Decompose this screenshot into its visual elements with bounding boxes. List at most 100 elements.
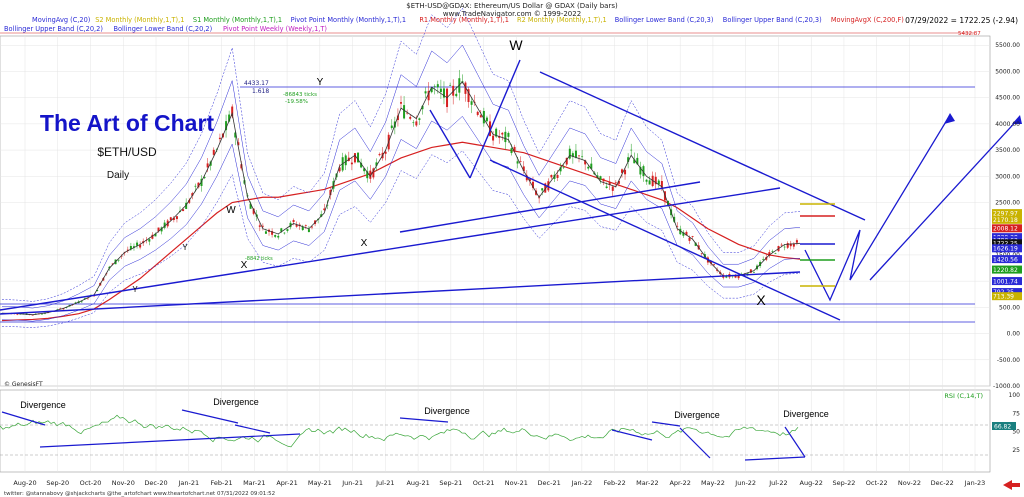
fib-value: 4433.17 [244,80,269,87]
candle-body [691,236,694,237]
legend-item: R1 Monthly (Monthly,1,T),1 [419,16,509,24]
candle-body [792,243,795,247]
candle-body [378,154,381,156]
candle-body [780,244,783,246]
vertical-grid [24,36,976,472]
candle-body [424,91,427,94]
rsi-line [0,414,799,448]
pct-note: -19.58% [285,99,308,105]
candle-body [326,204,329,206]
rsi-panel [0,389,991,473]
candle-body [574,150,577,158]
genesis-credit: © GenesisFT [4,381,43,388]
candle-body [203,177,206,179]
rsi-tick: 50 [1012,429,1020,436]
rsi-tick: 100 [1009,392,1021,399]
legend-item: Bollinger Upper Band (C,20,2) [4,25,103,33]
candle-body [694,242,697,246]
candle-body [482,110,485,124]
candle-body [568,148,571,159]
fib-ratio: 1.618 [252,88,269,95]
arrow-head-2 [1012,115,1022,124]
candle-body [464,82,467,94]
candle-body [633,159,636,164]
footer-credits: twitter: @stannabovy @shjackcharts @the_… [4,491,275,497]
candle-body [492,135,495,141]
candle-body [436,84,439,88]
divergence-label-3: Divergence [424,406,470,416]
candle-body [301,226,304,230]
y-tick-label: 4000.00 [995,121,1020,128]
candle-body [544,183,547,193]
candle-body [485,117,488,122]
scroll-left-arrow[interactable] [1003,480,1020,490]
x-tick-label: Jan-22 [571,479,593,487]
candle-body [660,181,663,188]
candle-body [182,209,185,212]
indicator-legend: MovingAvg (C,20) S2 Monthly (Monthly,1,T)… [4,16,904,33]
x-tick-label: Nov-22 [898,479,921,487]
candle-body [406,112,409,114]
price-series [1,81,801,316]
candle-body [654,176,657,185]
candle-body [228,114,231,122]
candle-body [218,137,221,140]
candle-body [783,246,786,248]
candle-body [264,231,267,234]
candle-body [614,182,617,184]
site-line: www.TradeNavigator.com © 1999-2022 [443,10,581,18]
candle-body [304,225,307,227]
x-tick-label: Aug-21 [406,479,429,487]
candle-body [587,166,590,169]
y-tick-label: 3000.00 [995,173,1020,180]
y-tick-label: 2500.00 [995,200,1020,207]
legend-item: Pivot Point Weekly (Weekly,1,T) [223,25,327,33]
candle-body [111,263,114,265]
candle-body [86,298,89,300]
x-tick-label: Jun-21 [341,479,363,487]
x-tick-label: Jan-23 [964,479,986,487]
x-tick-label: Oct-20 [80,479,102,487]
candle-body [62,308,65,310]
candle-body [688,237,691,241]
x-tick-label: Mar-22 [636,479,658,487]
price-badge-bg [992,288,1022,297]
x-tick-label: Oct-22 [866,479,888,487]
price-badge-bg [992,292,1022,301]
rsi-axis: 100 75 50 25 [1009,392,1021,454]
price-badge: 1722.25 [993,240,1018,247]
candle-body [129,246,132,250]
candle-body [571,153,574,157]
candle-body [768,252,771,257]
candle-body [581,156,584,158]
x-tick-label: Nov-20 [112,479,135,487]
x-tick-label: May-21 [308,479,332,487]
candle-body [639,166,642,175]
wave-x-bottom: X [756,292,766,308]
candle-body [504,131,507,143]
candle-body [310,226,313,228]
candle-body [645,179,648,182]
x-tick-label: Sep-20 [46,479,69,487]
y-tick-label: 4500.00 [995,95,1020,102]
bollinger-bands [1,7,801,328]
candle-body [283,232,286,234]
candle-body [384,151,387,154]
candle-body [132,246,135,248]
candle-body [596,175,599,178]
legend-item: Bollinger Lower Band (C,20,2) [114,25,213,33]
candle-body [452,85,455,96]
x-tick-label: Sep-21 [439,479,462,487]
brand-title: The Art of Chart [40,110,215,136]
legend-item: S2 Monthly (Monthly,1,T),1 [95,16,184,24]
price-badge: 1626.19 [993,246,1018,253]
legend-item: MovingAvgX (C,200,F) [831,16,904,24]
x-tick-label: Nov-21 [505,479,528,487]
candle-body [510,148,513,154]
x-tick-label: Jul-22 [768,479,787,487]
candle-body [430,87,433,93]
price-badge-bg [992,244,1022,253]
x-tick-label: Apr-22 [669,479,690,487]
candle-body [280,228,283,232]
